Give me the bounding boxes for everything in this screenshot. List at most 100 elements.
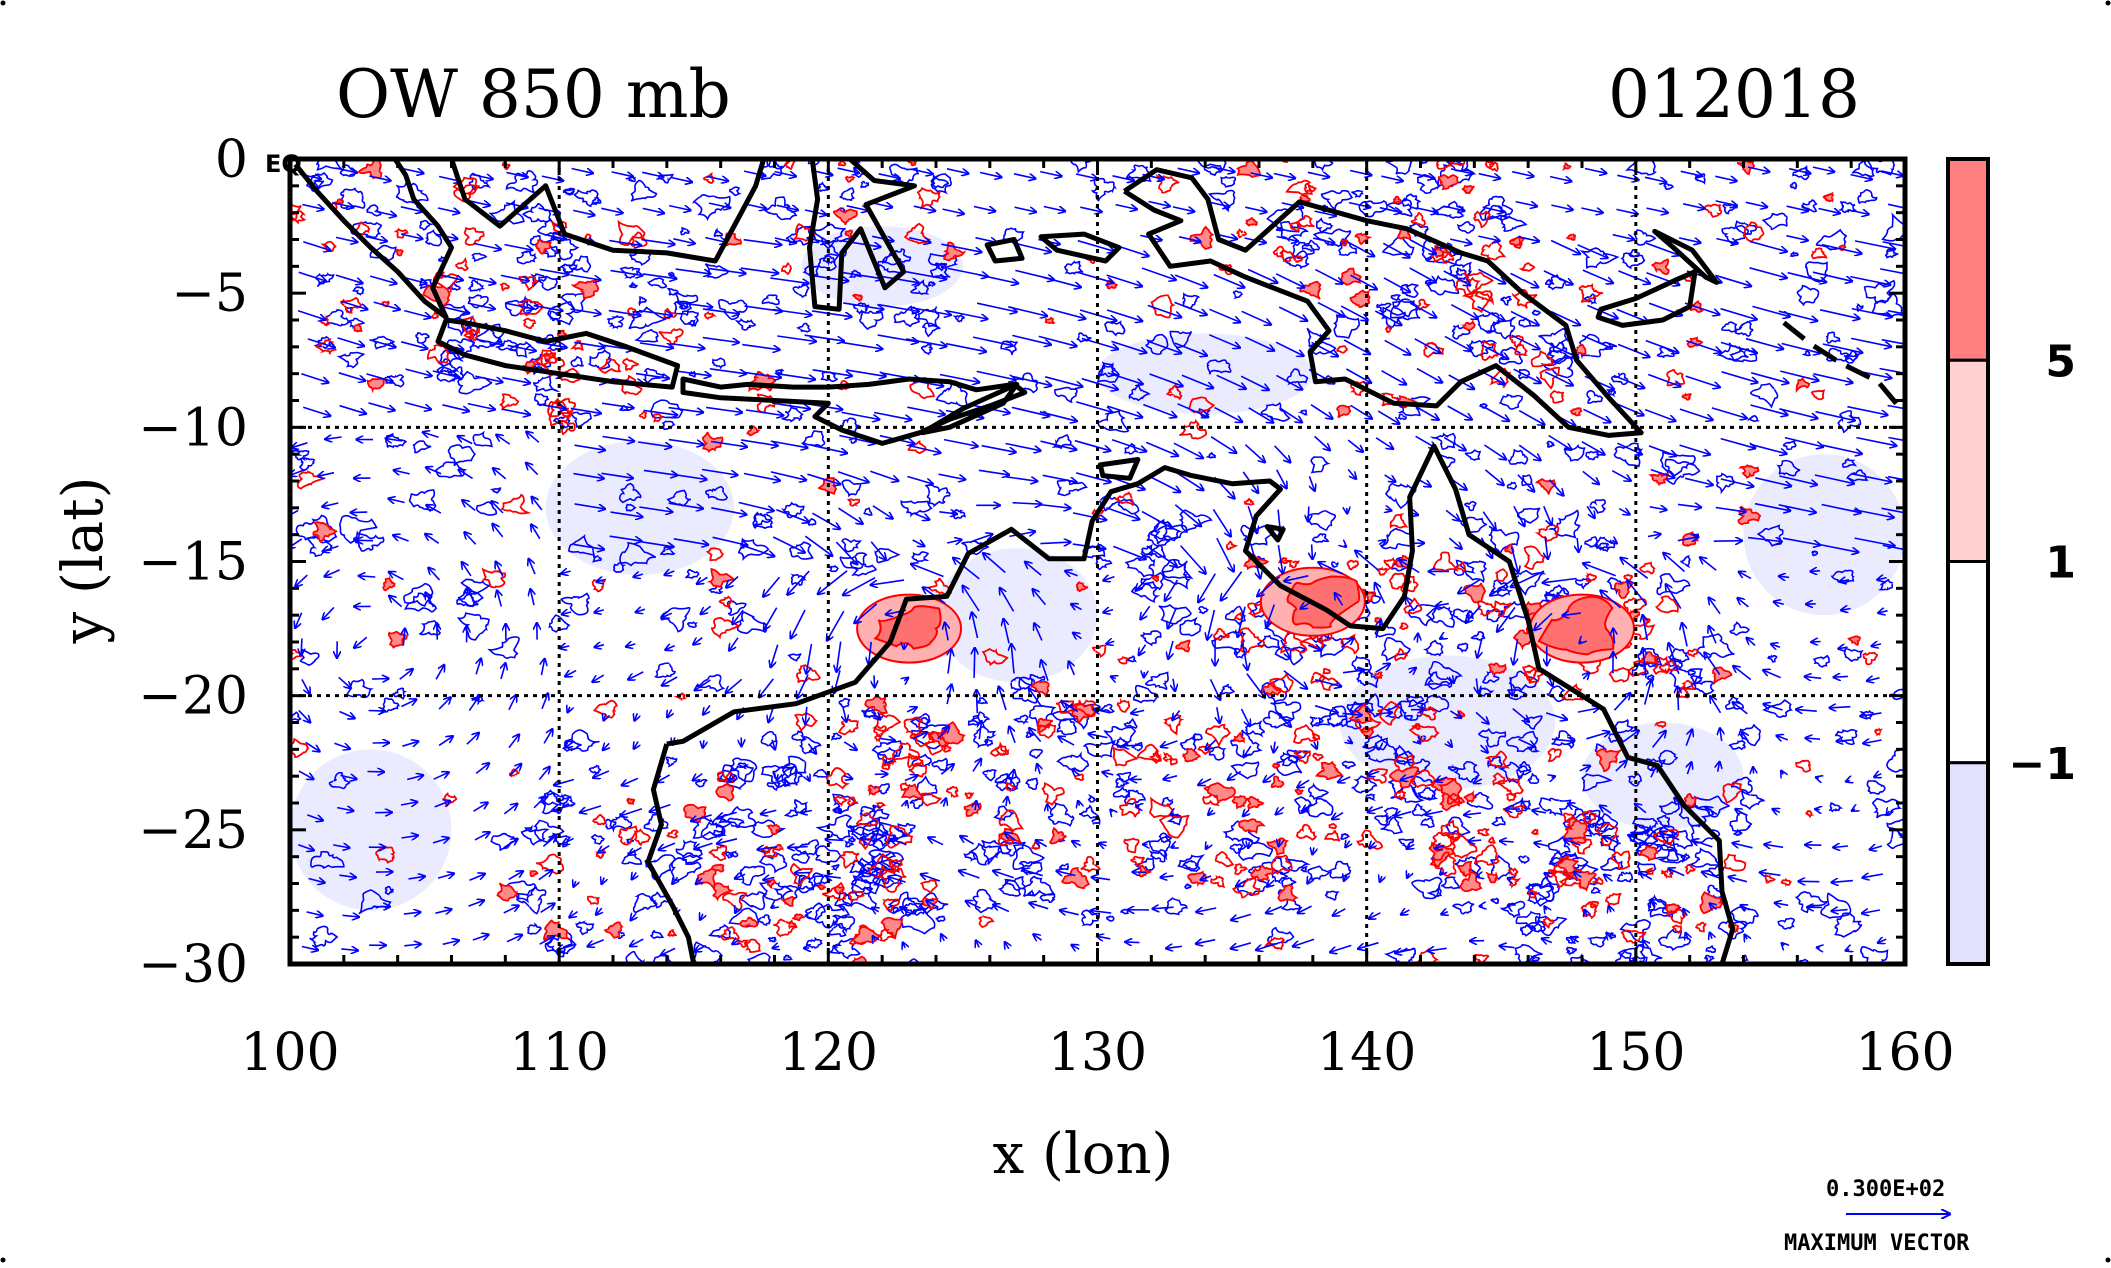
colorbar-band <box>1948 562 1988 763</box>
wind-vector <box>1500 841 1514 842</box>
y-tick-label: −5 <box>171 264 248 324</box>
colorbar-labels: 5 1 −1 <box>2009 336 2076 790</box>
wind-vector <box>976 690 977 714</box>
negative-ow-contour <box>841 972 863 987</box>
wind-vector <box>1312 544 1313 559</box>
negative-ow-contour <box>1298 138 1309 145</box>
vector-key-value: 0.300E+02 <box>1826 1177 1945 1202</box>
wind-vector <box>1811 642 1821 643</box>
colorbar <box>1948 159 1988 964</box>
wind-vector <box>1136 806 1140 807</box>
wind-vector <box>1122 745 1141 746</box>
x-tick-labels: 100 110 120 130 140 150 160 <box>240 1023 1954 1083</box>
wind-vector <box>1417 633 1418 642</box>
frame-dot-top-left <box>1 1 6 6</box>
negative-ow-contour <box>1664 184 1673 189</box>
x-axis-label: x (lon) <box>993 1122 1174 1187</box>
negative-ow-contour <box>815 981 826 991</box>
negative-ow-contour <box>1252 139 1266 151</box>
colorbar-band <box>1948 360 1988 561</box>
wind-vector <box>974 648 975 678</box>
wind-vector <box>1810 571 1820 572</box>
positive-ow-contour <box>1571 408 1581 415</box>
wind-vector <box>1816 777 1819 778</box>
negative-ow-contour <box>677 978 699 991</box>
wind-vector <box>1453 675 1454 683</box>
wind-vector <box>1833 676 1848 677</box>
wind-vector <box>350 512 367 513</box>
negative-ow-contour <box>1467 104 1487 115</box>
positive-ow-contour <box>354 325 362 331</box>
y-tick-label: −30 <box>138 935 248 995</box>
frame-dot-top-right <box>2106 1 2111 6</box>
frame-dot-bottom-right <box>2106 1258 2111 1263</box>
positive-ow-contour <box>1298 124 1305 130</box>
wind-vector <box>301 639 302 656</box>
y-tick-label: −25 <box>138 801 248 861</box>
wind-vector <box>1477 876 1480 877</box>
y-tick-label: 0 <box>215 130 248 190</box>
wind-vector <box>788 847 808 848</box>
negative-ow-shading <box>1098 333 1313 414</box>
wind-vector <box>1678 686 1679 710</box>
wind-vector <box>874 675 875 687</box>
negative-ow-contour <box>855 140 869 150</box>
x-tick-label: 140 <box>1317 1023 1416 1083</box>
frame-dot-bottom-left <box>1 1258 6 1263</box>
negative-ow-shading <box>290 749 452 910</box>
y-tick-label: −10 <box>138 398 248 458</box>
wind-vector <box>1047 804 1048 811</box>
x-tick-label: 100 <box>240 1023 339 1083</box>
negative-ow-contour <box>1265 112 1276 119</box>
positive-ow-contour <box>396 250 403 256</box>
y-tick-label: −15 <box>138 533 248 593</box>
positive-ow-contour <box>1273 764 1279 768</box>
colorbar-tick-label: 1 <box>2045 538 2076 589</box>
negative-ow-contour <box>665 986 679 996</box>
positive-ow-contour <box>1200 140 1221 153</box>
wind-vector <box>1308 507 1309 522</box>
equator-label: EQ <box>265 150 302 178</box>
vector-key-caption: MAXIMUM VECTOR <box>1784 1231 1970 1256</box>
colorbar-band <box>1948 763 1988 964</box>
wind-vector <box>1519 775 1520 778</box>
wind-vector <box>1714 541 1743 542</box>
positive-ow-contour <box>722 968 734 979</box>
x-tick-label: 110 <box>510 1023 609 1083</box>
negative-ow-contour <box>1356 134 1382 154</box>
wind-vector <box>1125 942 1139 943</box>
positive-ow-contour <box>1464 322 1475 330</box>
wind-vector <box>1815 809 1820 810</box>
wind-vector <box>372 679 389 680</box>
positive-ow-contour <box>791 975 802 984</box>
negative-ow-contour <box>1212 113 1241 132</box>
wind-vector <box>1144 672 1145 678</box>
positive-ow-contour <box>671 983 688 997</box>
y-axis-label: y (lat) <box>51 477 116 645</box>
wind-vector <box>1347 508 1348 514</box>
positive-ow-contour <box>1188 127 1209 147</box>
negative-ow-contour <box>796 140 828 160</box>
negative-ow-shading <box>1744 454 1906 615</box>
wind-vector <box>369 711 386 712</box>
colorbar-tick-label: 5 <box>2045 336 2076 387</box>
y-tick-label: −20 <box>138 667 248 727</box>
colorbar-tick-label: −1 <box>2009 739 2076 790</box>
positive-ow-contour <box>627 799 634 804</box>
x-tick-label: 130 <box>1048 1023 1147 1083</box>
negative-ow-contour <box>1295 119 1304 125</box>
wind-vector <box>1552 776 1556 777</box>
x-tick-label: 160 <box>1855 1023 1954 1083</box>
chart-title-right: 012018 <box>1608 56 1860 133</box>
chart-title-left: OW 850 mb <box>336 56 731 133</box>
x-tick-label: 150 <box>1586 1023 1685 1083</box>
wind-vector <box>904 644 905 649</box>
wind-vector <box>437 623 438 640</box>
x-tick-label: 120 <box>779 1023 878 1083</box>
y-tick-labels: 0 −5 −10 −15 −20 −25 −30 <box>138 130 248 995</box>
negative-ow-contour <box>817 986 836 1002</box>
colorbar-band <box>1948 159 1988 360</box>
wind-vector <box>1753 767 1754 774</box>
